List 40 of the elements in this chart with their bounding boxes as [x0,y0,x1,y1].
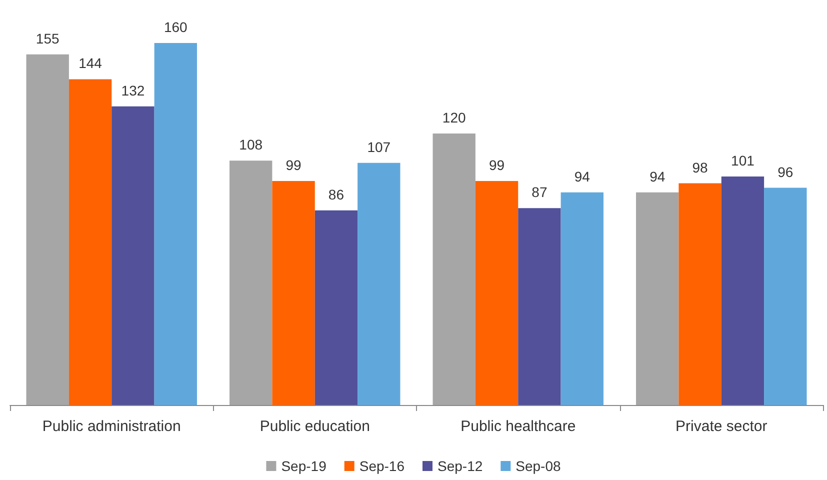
data-label: 99 [286,157,302,174]
data-label: 144 [78,55,102,72]
data-label: 120 [442,110,466,126]
bar [432,134,476,405]
x-tick-label: Public healthcare [460,418,576,435]
x-tick-label: Private sector [676,418,768,435]
bar [230,160,272,405]
x-tick-label: Public education [260,418,370,435]
bar [721,176,764,405]
legend-label: Sep-16 [359,458,405,474]
data-label: 108 [239,136,263,153]
bar [636,192,679,405]
data-label: 101 [731,152,755,168]
data-label: 132 [121,82,145,98]
data-label: 99 [488,157,505,174]
bar [678,183,722,405]
legend-label: Sep-19 [281,458,327,474]
bar [68,79,112,405]
x-tick-label: Public administration [42,418,181,435]
legend-label: Sep-12 [438,458,483,474]
bar [314,210,358,405]
bar [112,106,154,405]
bar [358,162,400,405]
data-label: 107 [367,138,391,155]
bar [560,192,604,405]
legend-label: Sep-08 [516,458,562,474]
bar [475,181,518,405]
bar [154,43,197,405]
data-label: 94 [650,168,666,184]
data-label: 87 [532,184,548,200]
bar [518,208,561,405]
data-label: 94 [574,168,590,184]
bar [272,181,315,405]
bar [764,188,807,405]
data-label: 98 [692,159,708,176]
data-label: 160 [164,19,188,35]
data-label: 86 [328,186,344,202]
data-label: 96 [778,164,794,180]
data-label: 155 [36,30,60,46]
bar [26,54,69,405]
